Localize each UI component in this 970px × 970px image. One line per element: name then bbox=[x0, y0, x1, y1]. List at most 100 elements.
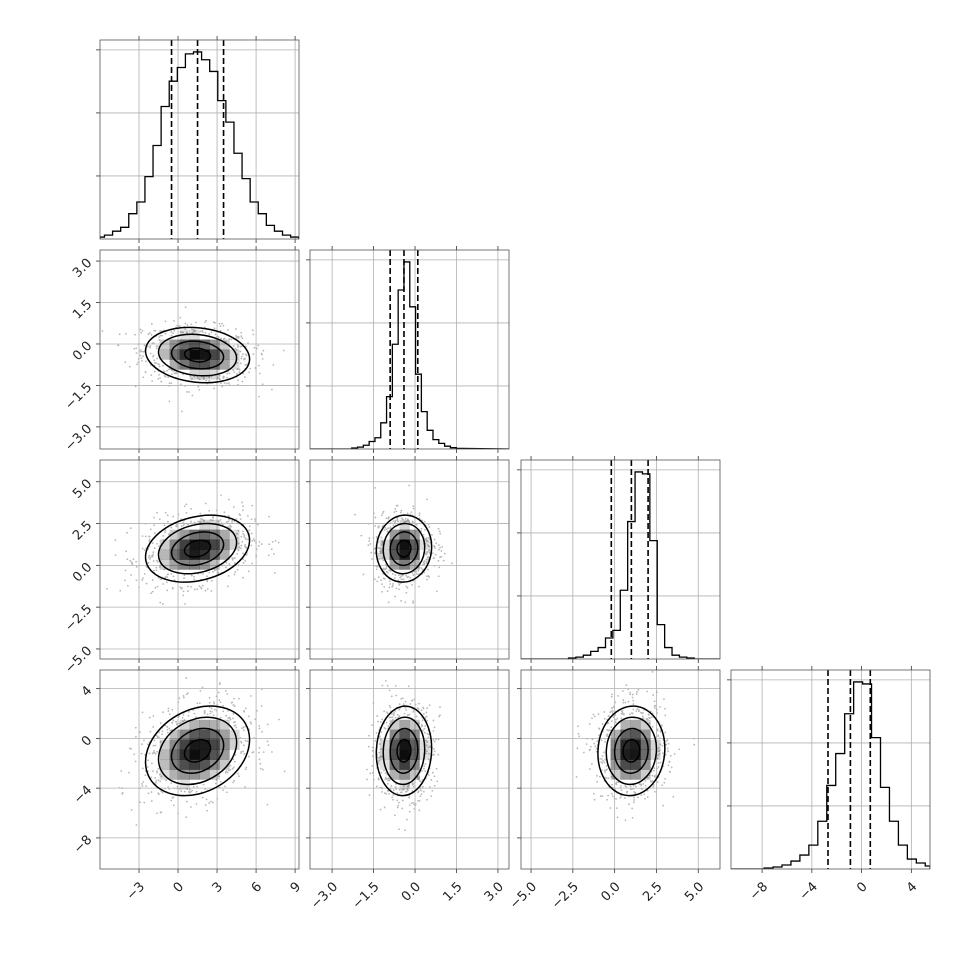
scatter-point bbox=[183, 719, 186, 721]
scatter-point bbox=[615, 781, 618, 784]
scatter-point bbox=[428, 704, 431, 707]
scatter-point bbox=[368, 745, 370, 748]
scatter-point bbox=[149, 556, 152, 559]
scatter-point bbox=[143, 801, 146, 804]
scatter-point bbox=[220, 382, 222, 385]
scatter-point bbox=[377, 760, 380, 763]
scatter-point bbox=[412, 710, 415, 713]
x-tick-label: 0 bbox=[854, 879, 870, 895]
scatter-point bbox=[433, 545, 435, 547]
scatter-point bbox=[385, 721, 388, 724]
scatter-point bbox=[247, 570, 250, 573]
scatter-point bbox=[398, 801, 400, 804]
scatter-point bbox=[188, 790, 190, 793]
scatter-point bbox=[411, 782, 414, 785]
scatter-point bbox=[186, 590, 189, 592]
scatter-point bbox=[372, 536, 375, 539]
scatter-point bbox=[424, 716, 427, 719]
scatter-point bbox=[427, 558, 430, 561]
scatter-point bbox=[208, 696, 211, 699]
scatter-point bbox=[589, 745, 592, 748]
scatter-point bbox=[133, 753, 136, 756]
scatter-point bbox=[388, 569, 391, 572]
scatter-point bbox=[208, 802, 211, 804]
x-tick-label: 5.0 bbox=[682, 879, 707, 904]
scatter-point bbox=[437, 559, 440, 562]
scatter-point bbox=[391, 573, 394, 575]
scatter-point bbox=[159, 377, 161, 379]
density-cell bbox=[640, 729, 651, 740]
scatter-point bbox=[397, 716, 400, 719]
scatter-point bbox=[388, 792, 390, 795]
scatter-point bbox=[226, 585, 229, 588]
density-cell bbox=[409, 719, 420, 730]
scatter-point bbox=[168, 713, 171, 716]
scatter-point bbox=[134, 760, 137, 763]
scatter-point bbox=[267, 554, 270, 557]
scatter-point bbox=[410, 511, 413, 514]
scatter-point bbox=[170, 373, 173, 376]
scatter-point bbox=[387, 517, 390, 520]
contour-3 bbox=[144, 705, 251, 797]
scatter-point bbox=[387, 779, 389, 782]
scatter-point bbox=[610, 695, 613, 698]
scatter-point bbox=[156, 770, 158, 773]
scatter-point bbox=[139, 350, 142, 353]
scatter-point bbox=[643, 793, 646, 796]
scatter-point bbox=[199, 330, 202, 333]
scatter-point bbox=[380, 755, 383, 758]
scatter-point bbox=[377, 778, 380, 781]
scatter-point bbox=[165, 581, 168, 584]
density-cell bbox=[199, 769, 210, 780]
scatter-point bbox=[380, 514, 383, 517]
scatter-point bbox=[382, 559, 385, 562]
scatter-point bbox=[603, 717, 606, 720]
density-cell bbox=[399, 529, 410, 540]
scatter-point bbox=[396, 519, 399, 522]
scatter-point bbox=[426, 732, 429, 735]
scatter-point bbox=[405, 520, 408, 523]
scatter-point bbox=[408, 784, 411, 786]
scatter-point bbox=[233, 371, 236, 373]
scatter-point bbox=[155, 566, 158, 569]
scatter-point bbox=[260, 688, 263, 691]
scatter-point bbox=[669, 754, 672, 757]
scatter-point bbox=[394, 519, 397, 522]
scatter-point bbox=[168, 727, 171, 730]
scatter-point bbox=[629, 691, 631, 694]
scatter-point bbox=[436, 780, 439, 783]
scatter-point bbox=[611, 710, 614, 712]
scatter-point bbox=[135, 824, 138, 826]
scatter-point bbox=[242, 729, 245, 732]
scatter-point bbox=[227, 514, 230, 517]
density-cell bbox=[209, 739, 220, 750]
scatter-point bbox=[158, 336, 161, 339]
density-cell bbox=[209, 539, 220, 550]
scatter-point bbox=[182, 594, 185, 597]
scatter-point bbox=[389, 570, 392, 572]
density-cell bbox=[630, 759, 641, 770]
scatter-point bbox=[163, 524, 166, 527]
scatter-point bbox=[159, 741, 162, 743]
panel-2-0: −5.0−2.50.02.55.0 bbox=[62, 456, 300, 677]
contour-2 bbox=[157, 522, 238, 575]
scatter-point bbox=[603, 769, 606, 772]
scatter-point bbox=[627, 688, 630, 691]
scatter-point bbox=[413, 698, 416, 701]
density-cell bbox=[159, 339, 170, 350]
scatter-point bbox=[657, 766, 660, 768]
scatter-point bbox=[233, 725, 236, 727]
scatter-point bbox=[256, 347, 258, 350]
scatter-point bbox=[386, 590, 389, 592]
contour-1 bbox=[170, 340, 225, 370]
scatter-point bbox=[606, 768, 608, 771]
scatter-point bbox=[147, 759, 149, 762]
scatter-point bbox=[223, 564, 225, 567]
scatter-point bbox=[634, 791, 637, 794]
scatter-point bbox=[633, 799, 636, 801]
scatter-point bbox=[149, 528, 152, 531]
scatter-point bbox=[235, 726, 238, 729]
scatter-point bbox=[594, 745, 597, 748]
histogram-0 bbox=[100, 51, 299, 239]
scatter-point bbox=[228, 382, 230, 384]
